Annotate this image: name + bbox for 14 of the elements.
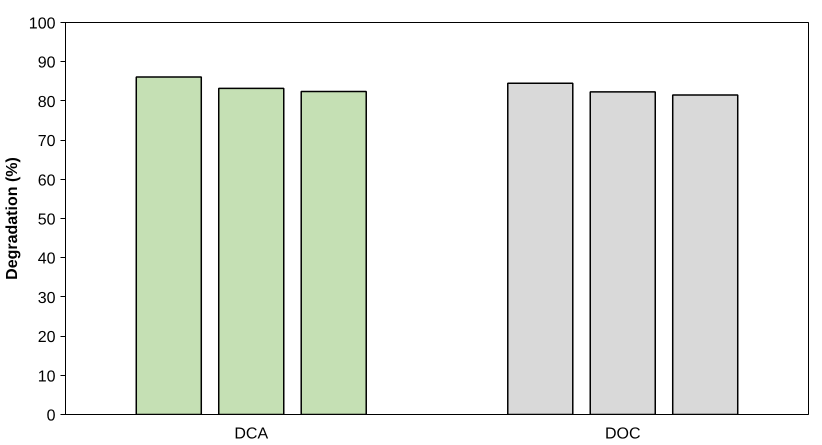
x-tick-label: DCA — [234, 426, 268, 442]
y-tick-label: 40 — [38, 250, 56, 268]
y-tick-label: 10 — [38, 368, 56, 386]
y-tick-label: 90 — [38, 54, 56, 72]
y-tick-label: 0 — [46, 408, 56, 424]
y-tick-label: 60 — [38, 172, 56, 190]
y-tick-label: 30 — [38, 290, 56, 307]
y-tick-label: 50 — [38, 212, 56, 228]
x-tick-label: DOC — [604, 426, 641, 442]
y-tick-label: 70 — [38, 133, 56, 150]
y-tick-label: 20 — [38, 329, 56, 346]
y-axis-title: Degradation (%) — [4, 157, 21, 280]
y-tick-label: 100 — [28, 16, 56, 32]
y-tick-label: 80 — [38, 94, 56, 111]
